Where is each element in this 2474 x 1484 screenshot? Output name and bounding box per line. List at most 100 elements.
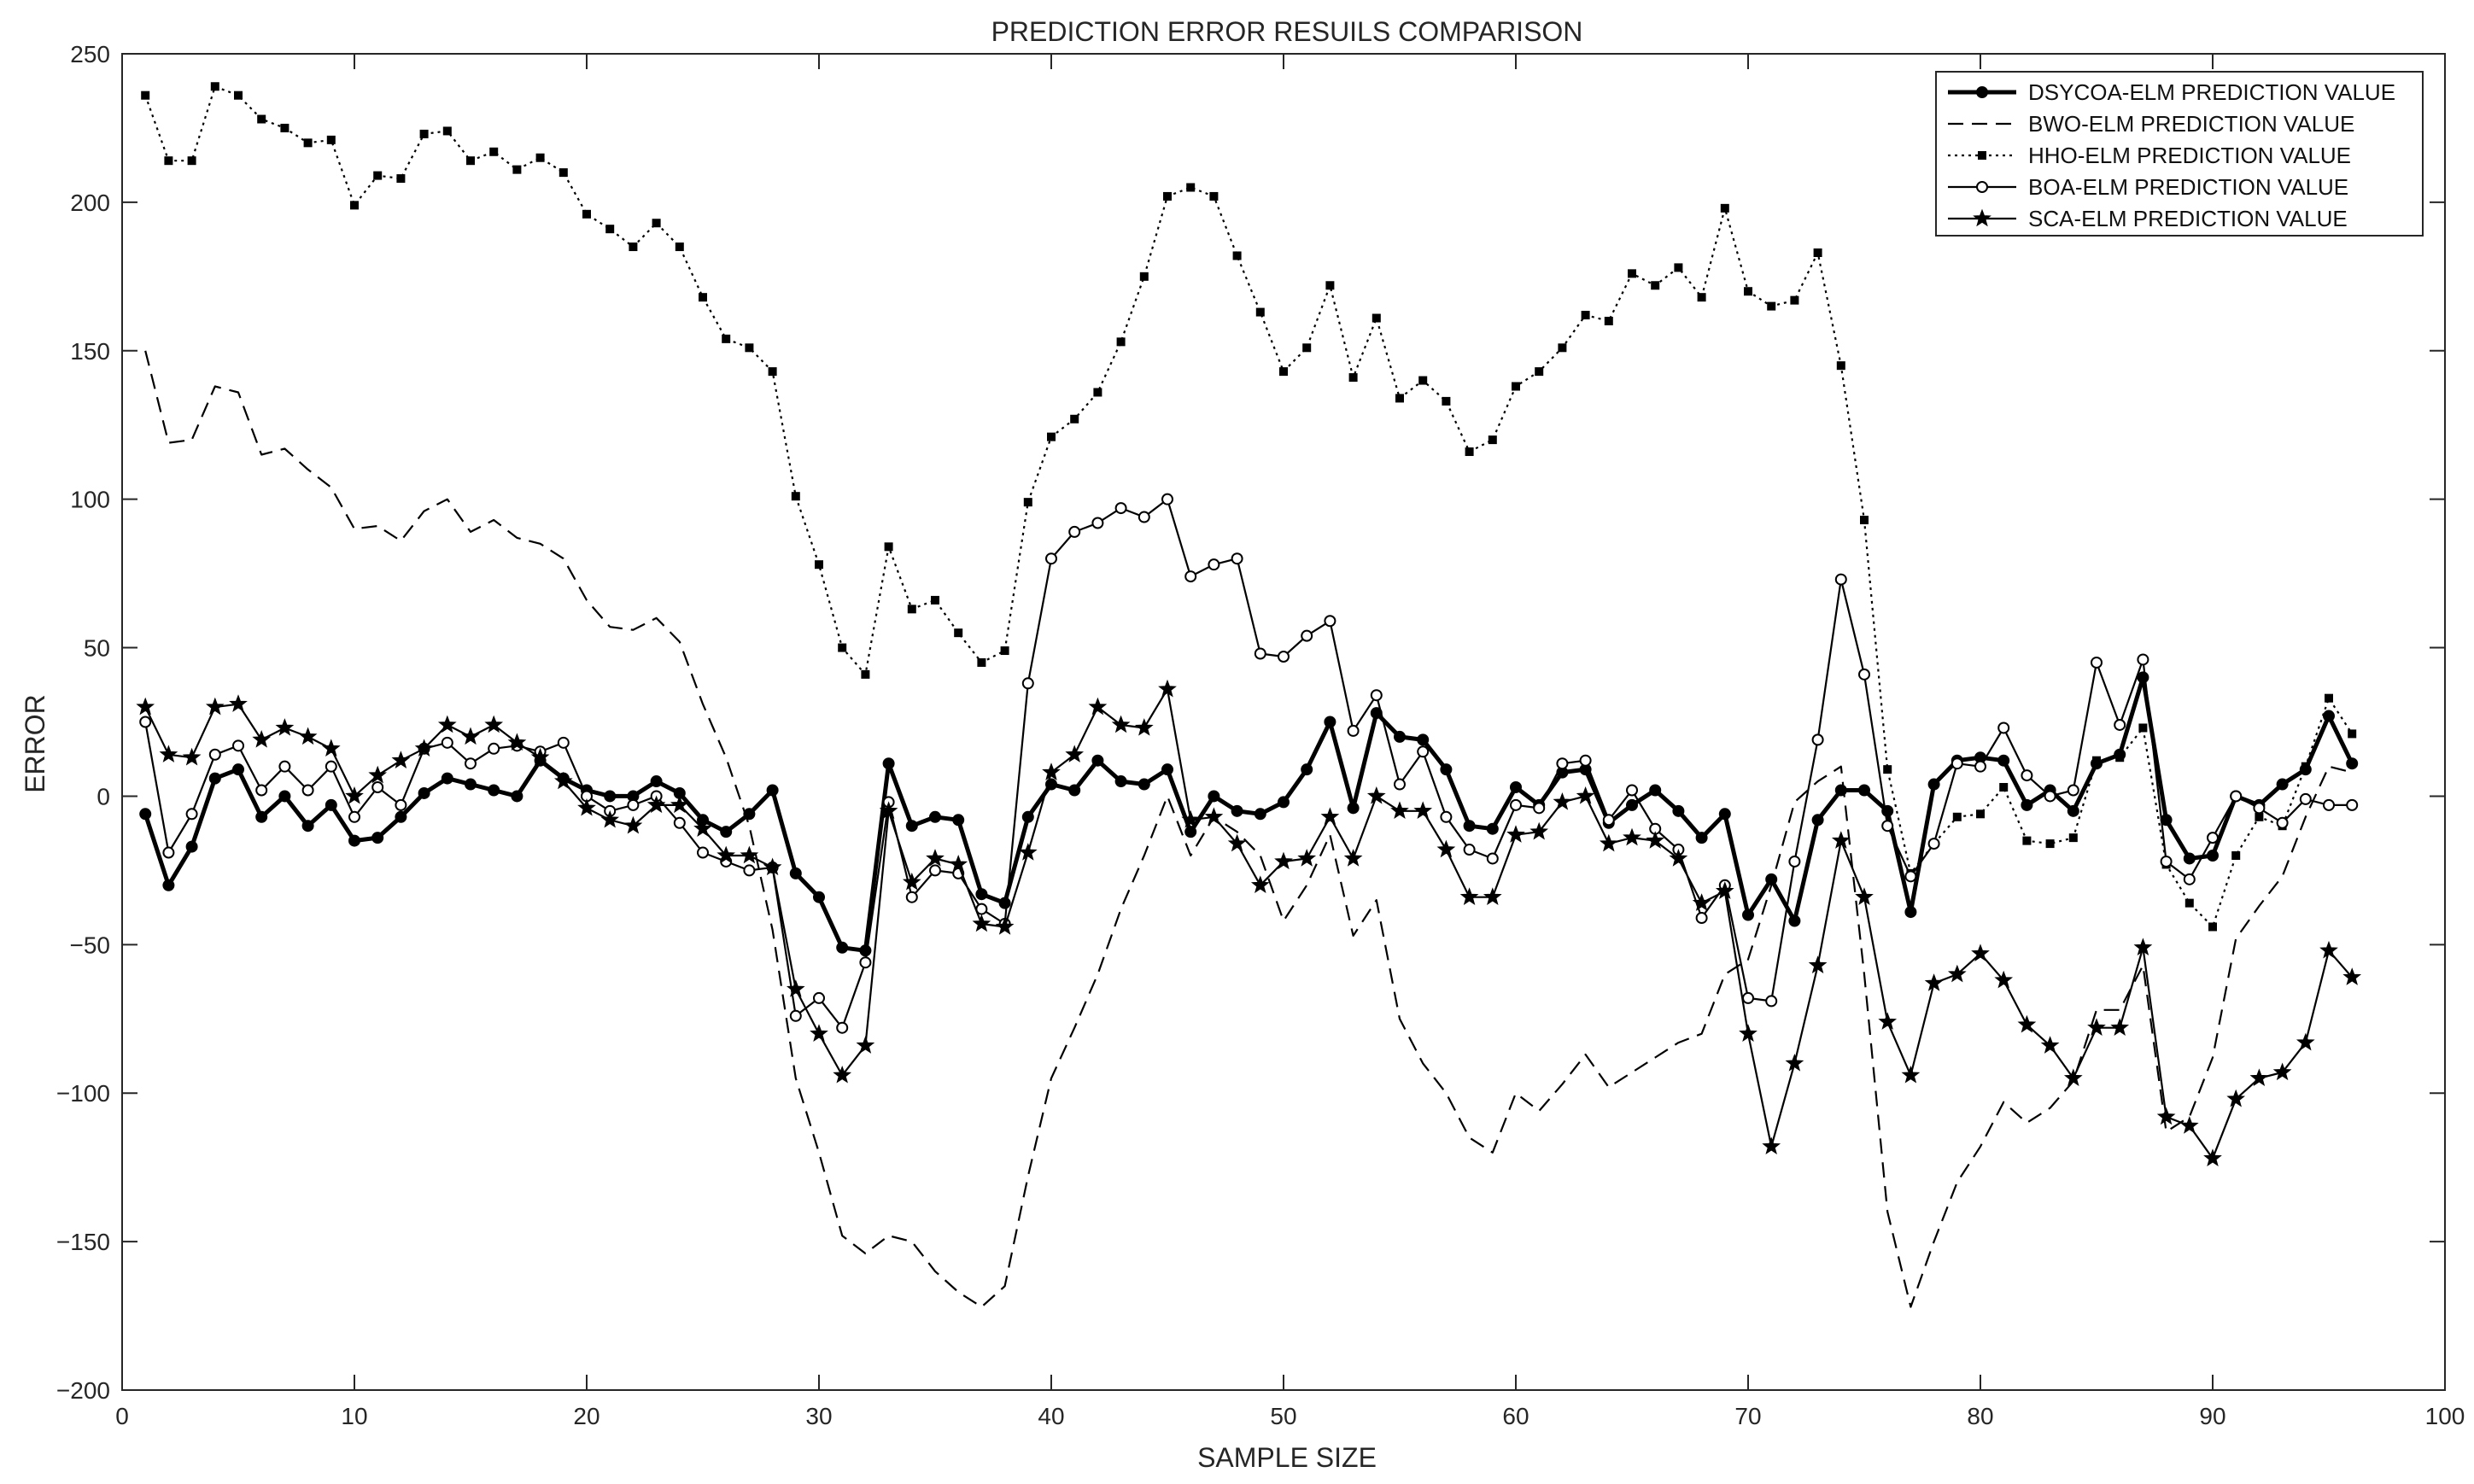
data-point-series-5: [2296, 1032, 2315, 1051]
data-point-series-3: [1372, 313, 1381, 323]
data-point-series-3: [768, 367, 777, 377]
data-point-series-5: [1181, 809, 1201, 828]
data-point-series-5: [972, 914, 991, 932]
legend-label-1: DSYCOA-ELM PREDICTION VALUE: [2028, 79, 2395, 105]
data-point-series-3: [699, 293, 707, 302]
data-point-series-5: [763, 857, 782, 876]
data-point-series-3: [1232, 251, 1242, 260]
data-point-series-3: [234, 91, 243, 100]
data-point-series-1: [1486, 822, 1499, 835]
data-point-series-4: [1974, 760, 1986, 773]
data-point-series-5: [205, 697, 225, 716]
data-point-series-3: [605, 225, 615, 234]
data-point-series-1: [325, 798, 337, 811]
data-point-series-3: [1302, 343, 1312, 353]
data-point-series-1: [1021, 810, 1034, 823]
data-point-series-5: [693, 819, 712, 837]
legend-label-5: SCA-ELM PREDICTION VALUE: [2028, 206, 2348, 231]
data-point-series-4: [557, 736, 570, 749]
data-point-series-3: [1628, 269, 1636, 278]
data-point-series-5: [321, 739, 341, 757]
data-point-series-5: [716, 845, 736, 864]
data-point-series-1: [208, 772, 221, 785]
data-point-series-5: [437, 715, 457, 733]
data-point-series-5: [1413, 801, 1433, 820]
data-point-series-5: [1924, 973, 1944, 991]
data-point-series-5: [1646, 831, 1665, 849]
data-point-series-3: [164, 156, 173, 166]
data-point-series-1: [1114, 775, 1127, 788]
data-point-series-1: [139, 808, 152, 821]
chart-title: PREDICTION ERROR RESUILS COMPARISON: [991, 16, 1583, 47]
data-point-series-3: [2045, 839, 2055, 849]
data-point-series-3: [559, 168, 568, 178]
data-point-series-3: [977, 657, 986, 667]
data-point-series-5: [1088, 697, 1108, 716]
data-point-series-1: [766, 784, 779, 797]
data-point-series-3: [2208, 922, 2217, 932]
data-point-series-4: [1602, 814, 1615, 827]
data-point-series-3: [1558, 343, 1567, 353]
legend-label-2: BWO-ELM PREDICTION VALUE: [2028, 111, 2354, 137]
data-point-series-5: [1947, 964, 1967, 983]
y-axis-title: ERROR: [20, 694, 50, 793]
data-point-series-4: [1834, 573, 1847, 586]
data-point-series-3: [2068, 833, 2078, 843]
data-point-series-1: [488, 784, 500, 797]
x-tick-label: 0: [115, 1403, 129, 1429]
data-point-series-3: [350, 201, 359, 210]
data-point-series-1: [1138, 778, 1150, 791]
data-point-series-1: [301, 820, 314, 833]
data-point-series-5: [275, 718, 295, 736]
data-point-series-5: [1553, 792, 1572, 810]
data-point-series-3: [2255, 812, 2264, 821]
data-point-series-3: [1604, 317, 1613, 325]
data-point-series-3: [1093, 388, 1102, 397]
data-point-series-3: [210, 82, 219, 91]
data-point-series-4: [859, 956, 872, 969]
data-point-series-1: [1997, 754, 2010, 767]
data-point-series-5: [1855, 887, 1874, 905]
data-point-series-4: [1510, 798, 1522, 811]
data-point-series-3: [326, 135, 336, 144]
data-point-series-4: [2183, 873, 2196, 885]
data-point-series-1: [1184, 826, 1197, 838]
data-point-series-1: [1788, 914, 1801, 927]
data-point-series-4: [1440, 810, 1453, 823]
data-point-series-3: [1186, 183, 1196, 192]
data-point-series-3: [280, 123, 290, 132]
data-point-series-1: [1463, 820, 1476, 833]
data-point-series-5: [1111, 715, 1131, 733]
legend-box: [1935, 71, 2424, 237]
data-point-series-5: [2156, 1107, 2176, 1125]
data-point-series-4: [395, 798, 407, 811]
legend: DSYCOA-ELM PREDICTION VALUE BWO-ELM PREDI…: [1935, 71, 2424, 237]
data-point-series-1: [1254, 808, 1266, 821]
data-point-series-1: [1927, 778, 1940, 791]
data-point-series-4: [1556, 757, 1569, 770]
data-point-series-3: [466, 156, 475, 166]
data-point-series-5: [159, 745, 178, 762]
data-point-series-4: [162, 846, 175, 859]
data-point-series-3: [1465, 447, 1474, 457]
data-point-series-1: [1695, 832, 1708, 844]
data-point-series-5: [2063, 1068, 2083, 1087]
data-point-series-4: [255, 784, 268, 797]
data-point-series-3: [2184, 898, 2194, 908]
data-point-series-1: [1626, 798, 1638, 811]
data-point-series-1: [650, 775, 663, 788]
data-point-series-4: [1997, 722, 2010, 734]
data-point-series-5: [298, 727, 318, 745]
data-point-series-1: [998, 897, 1011, 909]
data-point-series-5: [1390, 801, 1409, 820]
data-point-series-3: [1767, 301, 1776, 311]
data-point-series-3: [2115, 753, 2125, 762]
data-point-series-1: [1068, 784, 1081, 797]
x-tick-label: 10: [341, 1403, 367, 1429]
data-point-series-4: [1742, 991, 1754, 1004]
data-point-series-1: [1718, 808, 1731, 821]
data-point-series-3: [954, 628, 963, 638]
data-point-series-5: [1623, 827, 1641, 846]
data-point-series-4: [441, 736, 453, 749]
legend-marker-4: [1976, 181, 1988, 193]
